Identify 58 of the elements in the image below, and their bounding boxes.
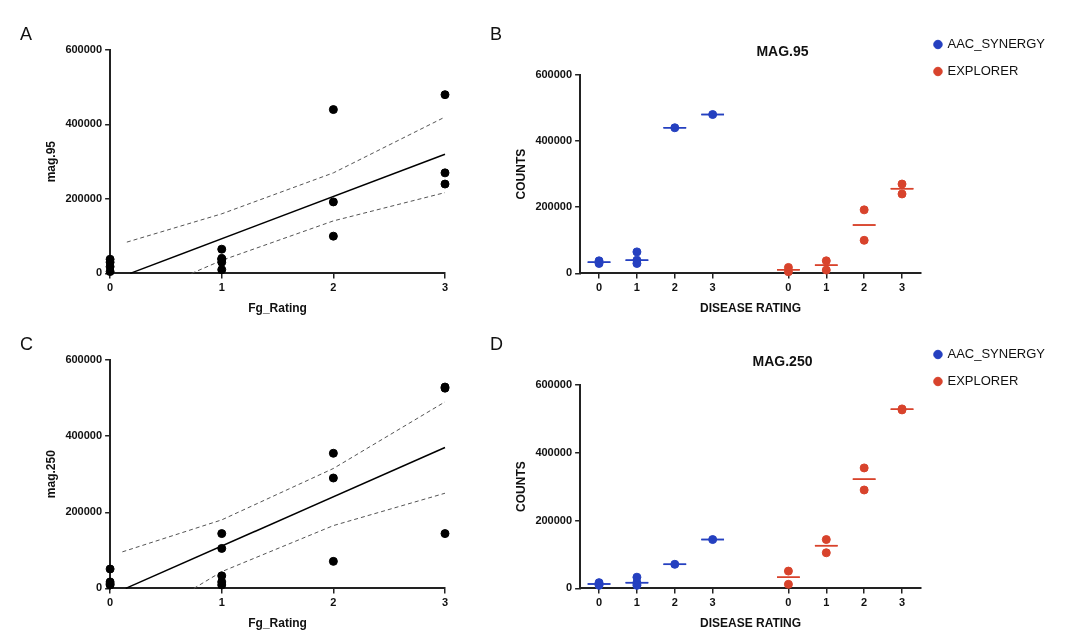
y-axis-title: COUNTS xyxy=(513,148,528,200)
y-axis-title: mag.95 xyxy=(43,140,58,183)
y-axis-title: mag.250 xyxy=(43,449,58,499)
x-axis-title: DISEASE RATING xyxy=(699,301,802,316)
x-tick-label: 0 xyxy=(595,281,603,294)
y-tick-label: 200000 xyxy=(65,191,103,204)
x-axis-title: Fg_Rating xyxy=(248,616,307,631)
legend-label: EXPLORER xyxy=(947,63,1019,79)
y-tick-label: 0 xyxy=(95,581,103,594)
x-axis-title: DISEASE RATING xyxy=(699,616,802,631)
x-axis-title: Fg_Rating xyxy=(248,301,307,316)
x-tick-label: 3 xyxy=(441,596,449,609)
y-tick-label: 0 xyxy=(95,266,103,279)
y-tick-label: 0 xyxy=(565,266,573,279)
chart-title: MAG.95 xyxy=(756,43,809,60)
y-tick-label: 400000 xyxy=(535,445,573,458)
y-tick-label: 600000 xyxy=(65,353,103,366)
x-tick-label: 2 xyxy=(330,596,337,609)
x-tick-label: 3 xyxy=(898,596,906,609)
legend-label: EXPLORER xyxy=(947,373,1019,389)
y-tick-label: 200000 xyxy=(65,505,103,518)
text: C xyxy=(20,334,33,355)
x-tick-label: 3 xyxy=(898,281,906,294)
chart-title: MAG.250 xyxy=(752,353,813,370)
x-tick-label: 2 xyxy=(330,281,337,294)
text: B xyxy=(490,24,503,45)
x-tick-label: 1 xyxy=(218,281,225,294)
y-tick-label: 600000 xyxy=(535,67,573,80)
y-tick-label: 200000 xyxy=(535,200,573,213)
x-tick-label: 3 xyxy=(441,281,449,294)
x-tick-label: 0 xyxy=(107,596,114,609)
x-tick-label: 3 xyxy=(709,281,716,294)
text: D xyxy=(490,334,503,355)
x-tick-label: 0 xyxy=(785,281,792,294)
y-tick-label: 400000 xyxy=(65,117,103,130)
x-tick-label: 0 xyxy=(107,281,114,294)
legend-label: AAC_SYNERGY xyxy=(947,36,1046,52)
y-tick-label: 200000 xyxy=(535,513,573,526)
x-tick-label: 0 xyxy=(785,596,792,609)
x-tick-label: 1 xyxy=(633,281,640,294)
x-tick-label: 1 xyxy=(823,281,830,294)
y-tick-label: 600000 xyxy=(535,377,573,390)
y-tick-label: 0 xyxy=(565,581,573,594)
text: A xyxy=(20,24,33,45)
x-tick-label: 2 xyxy=(861,281,868,294)
x-tick-label: 1 xyxy=(823,596,830,609)
x-tick-label: 1 xyxy=(633,596,640,609)
y-tick-label: 400000 xyxy=(535,134,573,147)
y-axis-title: COUNTS xyxy=(513,461,528,512)
x-tick-label: 2 xyxy=(861,596,868,609)
x-tick-label: 2 xyxy=(671,281,678,294)
y-tick-label: 400000 xyxy=(65,429,103,442)
y-tick-label: 600000 xyxy=(65,43,103,56)
legend-label: AAC_SYNERGY xyxy=(947,346,1046,362)
x-tick-label: 3 xyxy=(709,596,716,609)
x-tick-label: 1 xyxy=(218,596,225,609)
x-tick-label: 2 xyxy=(671,596,678,609)
x-tick-label: 0 xyxy=(595,596,603,609)
